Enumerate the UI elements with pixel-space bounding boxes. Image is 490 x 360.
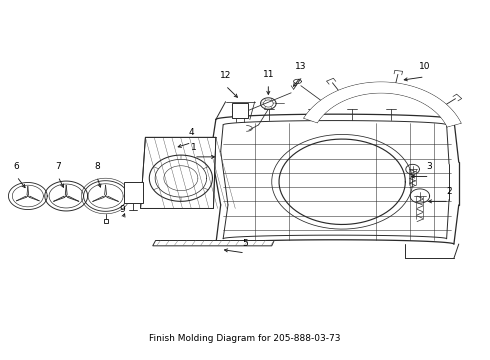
Text: 6: 6 — [14, 162, 20, 171]
Text: 10: 10 — [419, 63, 431, 72]
Text: 5: 5 — [242, 239, 248, 248]
Text: Finish Molding Diagram for 205-888-03-73: Finish Molding Diagram for 205-888-03-73 — [149, 334, 341, 343]
Text: 4: 4 — [189, 128, 195, 137]
Polygon shape — [232, 103, 248, 118]
Text: 9: 9 — [120, 205, 125, 214]
Polygon shape — [141, 137, 216, 208]
Text: 11: 11 — [263, 69, 274, 78]
Polygon shape — [304, 82, 461, 127]
Text: 1: 1 — [191, 143, 197, 152]
Text: 12: 12 — [220, 71, 231, 80]
Text: 2: 2 — [446, 187, 452, 196]
Polygon shape — [123, 182, 143, 203]
Text: 13: 13 — [295, 63, 307, 72]
Polygon shape — [153, 240, 274, 246]
Text: 7: 7 — [55, 162, 61, 171]
Text: 8: 8 — [94, 162, 99, 171]
Text: 3: 3 — [427, 162, 433, 171]
